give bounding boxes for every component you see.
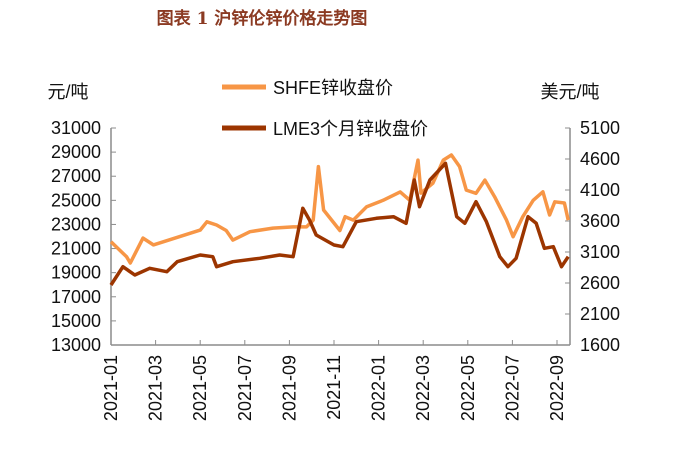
left-tick-label: 17000 [51,287,101,307]
left-tick-label: 31000 [51,118,101,138]
x-tick-label: 2022-01 [369,355,389,421]
legend-label-shfe: SHFE锌收盘价 [273,78,393,98]
left-tick-label: 13000 [51,335,101,355]
x-tick-label: 2021-07 [235,355,255,421]
x-tick-label: 2021-05 [190,355,210,421]
series [109,153,570,286]
x-tick-label: 2022-05 [458,355,478,421]
left-tick-label: 15000 [51,311,101,331]
left-tick-label: 29000 [51,142,101,162]
left-tick-label: 23000 [51,214,101,234]
left-tick-label: 21000 [51,239,101,259]
x-tick-label: 2021-09 [279,355,299,421]
axes: 31000 29000 27000 25000 23000 21000 19000 17000… [51,118,620,421]
x-tick-label: 2022-03 [413,355,433,421]
chart-title: 图表 1 沪锌伦锌价格走势图 [157,8,368,29]
x-tick-label: 2021-11 [324,355,344,420]
right-tick-label: 2100 [580,304,620,324]
x-tick-label: 2022-07 [502,355,522,421]
x-tick-label: 2021-01 [101,355,121,421]
right-tick-label: 5100 [580,118,620,138]
x-tick-label: 2021-03 [146,355,166,421]
right-tick-label: 4600 [580,149,620,169]
series-line-lme [109,161,570,286]
series-line-shfe [109,153,570,265]
x-tick-label: 2022-09 [547,355,567,421]
left-tick-label: 19000 [51,263,101,283]
right-tick-label: 3100 [580,242,620,262]
left-axis-unit: 元/吨 [47,82,88,102]
right-tick-label: 4100 [580,180,620,200]
right-tick-label: 3600 [580,211,620,231]
right-tick-label: 1600 [580,335,620,355]
right-tick-label: 2600 [580,273,620,293]
left-tick-label: 27000 [51,166,101,186]
legend-label-lme: LME3个月锌收盘价 [273,119,428,139]
right-axis-unit: 美元/吨 [540,82,599,102]
legend: SHFE锌收盘价 LME3个月锌收盘价 [222,78,428,139]
left-tick-label: 25000 [51,190,101,210]
